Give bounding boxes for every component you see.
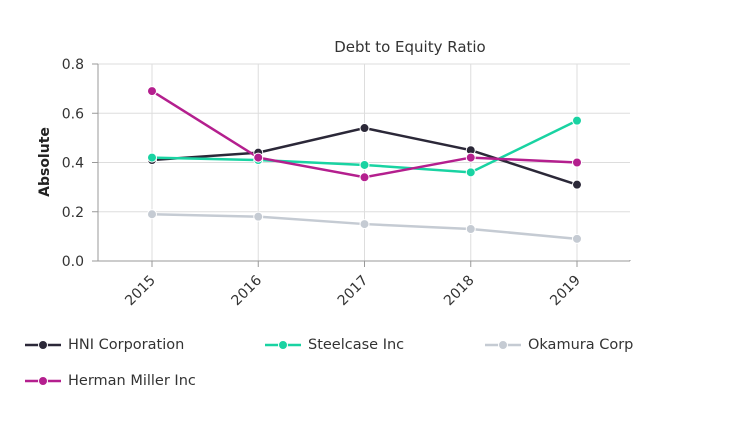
data-point-herman-miller-inc[interactable] [359,172,370,183]
chart-title: Debt to Equity Ratio [334,38,486,56]
data-point-herman-miller-inc[interactable] [465,152,476,163]
legend-swatch-icon [265,340,301,350]
y-axis-label: Absolute [37,127,53,197]
legend-label: Okamura Corp [528,337,634,353]
x-tick-label: 2015 [122,273,159,310]
y-tick-label: 0.0 [62,254,84,270]
x-tick-label: 2018 [441,273,478,310]
legend-label: Herman Miller Inc [68,373,196,389]
data-point-steelcase-inc[interactable] [465,167,476,178]
data-point-okamura-corp[interactable] [465,223,476,234]
data-point-herman-miller-inc[interactable] [147,86,157,97]
data-point-hni-corporation[interactable] [359,123,370,134]
legend-item-herman-miller-inc[interactable]: Herman Miller Inc [22,372,196,390]
data-point-okamura-corp[interactable] [253,211,264,222]
y-tick-label: 0.4 [62,156,84,172]
y-tick-label: 0.2 [62,205,84,221]
data-points [147,86,582,244]
data-point-okamura-corp[interactable] [359,219,370,230]
data-point-hni-corporation[interactable] [572,179,582,190]
y-tick-label: 0.8 [62,57,84,73]
data-point-steelcase-inc[interactable] [147,152,157,163]
x-tick-label: 2016 [229,272,266,309]
axes: 0.0 0.2 0.4 0.6 0.8 2015 2016 2017 2018 2019 [62,57,631,310]
x-tick-label: 2017 [335,273,372,310]
y-tick-label: 0.6 [62,106,84,122]
legend-swatch-icon [485,340,521,350]
legend-swatch-icon [25,340,61,350]
legend-label: Steelcase Inc [308,337,405,353]
legend-label: HNI Corporation [68,337,185,353]
legend-item-steelcase-inc[interactable]: Steelcase Inc [262,336,404,354]
data-point-steelcase-inc[interactable] [359,159,370,170]
data-point-okamura-corp[interactable] [147,209,157,220]
legend-item-okamura-corp[interactable]: Okamura Corp [482,336,633,354]
legend-swatch-icon [25,376,61,386]
data-point-okamura-corp[interactable] [572,233,582,244]
x-tick-label: 2019 [547,273,584,310]
data-point-steelcase-inc[interactable] [572,115,582,126]
legend-item-hni-corporation[interactable]: HNI Corporation [22,336,184,354]
data-point-herman-miller-inc[interactable] [572,157,582,168]
data-point-herman-miller-inc[interactable] [253,152,264,163]
